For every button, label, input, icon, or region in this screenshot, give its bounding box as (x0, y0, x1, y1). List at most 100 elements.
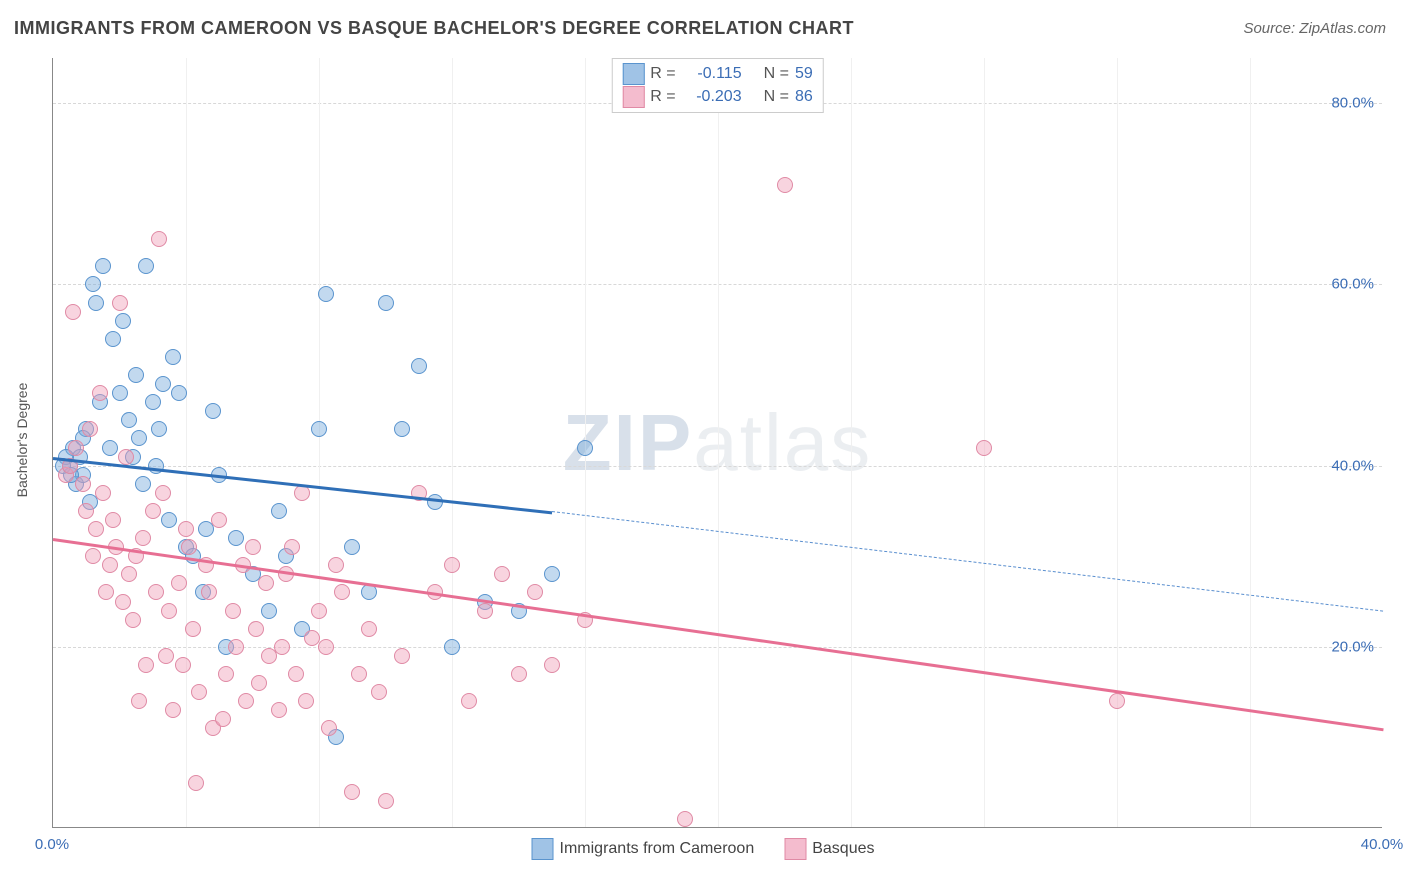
scatter-point-basques (461, 693, 477, 709)
scatter-point-basques (201, 584, 217, 600)
legend-n-value-cameroon: 59 (795, 65, 813, 83)
legend-bottom-item-basques: Basques (784, 838, 874, 860)
scatter-point-basques (191, 684, 207, 700)
scatter-point-basques (494, 566, 510, 582)
legend-bottom-swatch-cameroon (532, 838, 554, 860)
scatter-point-basques (284, 539, 300, 555)
scatter-point-basques (318, 639, 334, 655)
grid-line-vertical (186, 58, 187, 827)
legend-n-label: N = (764, 65, 789, 83)
scatter-point-cameroon (228, 530, 244, 546)
scatter-point-cameroon (128, 367, 144, 383)
y-tick-label: 20.0% (1331, 638, 1374, 655)
legend-r-label: R = (650, 88, 675, 106)
scatter-point-basques (178, 521, 194, 537)
x-tick-label-min: 0.0% (35, 836, 69, 853)
scatter-point-basques (88, 521, 104, 537)
scatter-point-basques (271, 702, 287, 718)
scatter-point-basques (115, 594, 131, 610)
scatter-point-cameroon (444, 639, 460, 655)
scatter-point-cameroon (151, 421, 167, 437)
scatter-point-basques (274, 639, 290, 655)
scatter-point-cameroon (105, 331, 121, 347)
scatter-point-basques (334, 584, 350, 600)
grid-line-vertical (1117, 58, 1118, 827)
scatter-point-basques (125, 612, 141, 628)
scatter-point-basques (138, 657, 154, 673)
scatter-point-cameroon (394, 421, 410, 437)
scatter-point-basques (65, 304, 81, 320)
scatter-point-cameroon (145, 394, 161, 410)
grid-line-vertical (452, 58, 453, 827)
scatter-point-basques (82, 421, 98, 437)
scatter-point-basques (511, 666, 527, 682)
scatter-plot-area: ZIPatlas R =-0.115N =59R =-0.203N =86 20… (52, 58, 1382, 828)
scatter-point-cameroon (121, 412, 137, 428)
scatter-point-cameroon (85, 276, 101, 292)
scatter-point-cameroon (161, 512, 177, 528)
scatter-point-basques (245, 539, 261, 555)
scatter-point-cameroon (577, 440, 593, 456)
scatter-point-cameroon (135, 476, 151, 492)
scatter-point-cameroon (88, 295, 104, 311)
scatter-point-basques (378, 793, 394, 809)
scatter-point-basques (225, 603, 241, 619)
legend-swatch-cameroon (622, 63, 644, 85)
scatter-point-basques (777, 177, 793, 193)
scatter-point-cameroon (318, 286, 334, 302)
scatter-point-basques (677, 811, 693, 827)
scatter-point-basques (228, 639, 244, 655)
legend-n-label: N = (764, 88, 789, 106)
x-tick-label-max: 40.0% (1361, 836, 1404, 853)
legend-bottom-label-cameroon: Immigrants from Cameroon (560, 840, 755, 858)
legend-correlation-box: R =-0.115N =59R =-0.203N =86 (611, 58, 823, 113)
grid-line-vertical (319, 58, 320, 827)
y-tick-label: 80.0% (1331, 95, 1374, 112)
scatter-point-basques (351, 666, 367, 682)
scatter-point-basques (251, 675, 267, 691)
scatter-point-basques (444, 557, 460, 573)
scatter-point-cameroon (311, 421, 327, 437)
scatter-point-basques (155, 485, 171, 501)
scatter-point-cameroon (205, 403, 221, 419)
legend-bottom-swatch-basques (784, 838, 806, 860)
scatter-point-basques (328, 557, 344, 573)
scatter-point-basques (105, 512, 121, 528)
scatter-point-basques (218, 666, 234, 682)
scatter-point-basques (112, 295, 128, 311)
scatter-point-basques (361, 621, 377, 637)
scatter-point-basques (165, 702, 181, 718)
scatter-point-cameroon (115, 313, 131, 329)
scatter-point-basques (98, 584, 114, 600)
scatter-point-basques (175, 657, 191, 673)
watermark-suffix: atlas (693, 398, 872, 487)
scatter-point-basques (148, 584, 164, 600)
scatter-point-basques (95, 485, 111, 501)
legend-n-value-basques: 86 (795, 88, 813, 106)
scatter-point-cameroon (344, 539, 360, 555)
scatter-point-basques (288, 666, 304, 682)
scatter-point-cameroon (411, 358, 427, 374)
scatter-point-basques (298, 693, 314, 709)
chart-source: Source: ZipAtlas.com (1243, 20, 1386, 37)
scatter-point-basques (544, 657, 560, 673)
scatter-point-cameroon (271, 503, 287, 519)
scatter-point-basques (215, 711, 231, 727)
legend-r-label: R = (650, 65, 675, 83)
scatter-point-basques (238, 693, 254, 709)
scatter-point-cameroon (131, 430, 147, 446)
scatter-point-cameroon (95, 258, 111, 274)
scatter-point-basques (185, 621, 201, 637)
scatter-point-basques (75, 476, 91, 492)
scatter-point-basques (976, 440, 992, 456)
scatter-point-basques (211, 512, 227, 528)
scatter-point-basques (131, 693, 147, 709)
scatter-point-cameroon (165, 349, 181, 365)
scatter-point-basques (102, 557, 118, 573)
legend-bottom-item-cameroon: Immigrants from Cameroon (532, 838, 755, 860)
chart-title: IMMIGRANTS FROM CAMEROON VS BASQUE BACHE… (14, 18, 854, 39)
scatter-point-basques (477, 603, 493, 619)
scatter-point-basques (181, 539, 197, 555)
scatter-point-basques (92, 385, 108, 401)
scatter-point-basques (151, 231, 167, 247)
